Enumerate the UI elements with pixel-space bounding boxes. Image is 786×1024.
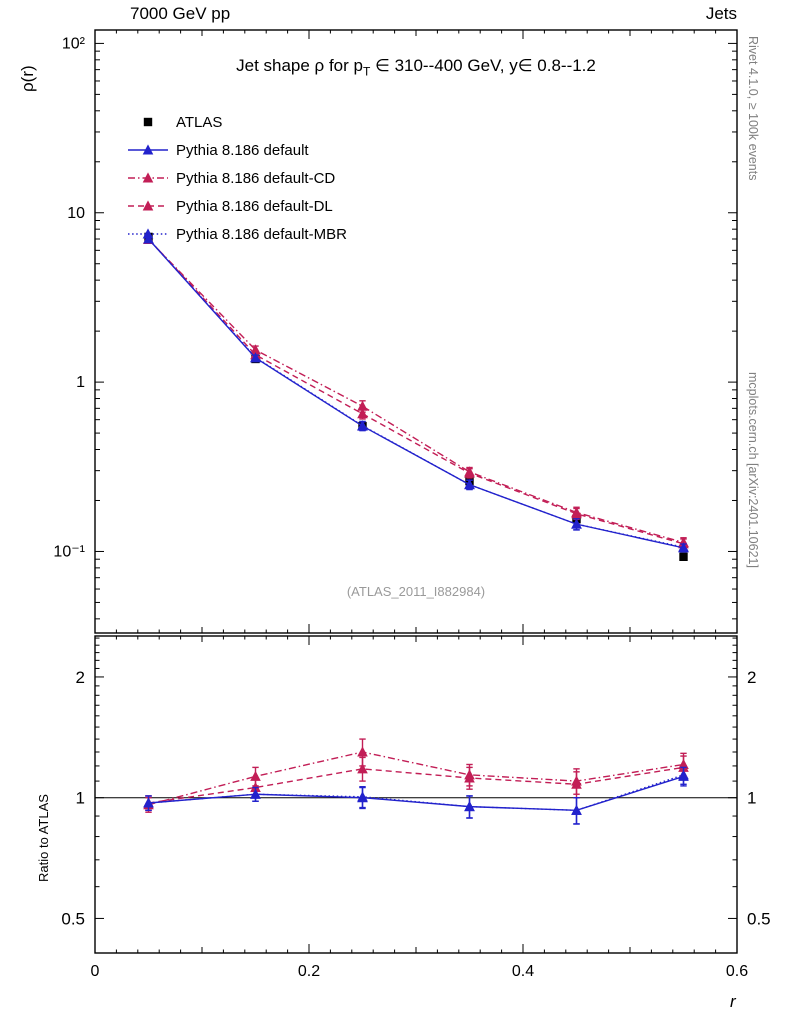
series-default-MBR-ratio (143, 765, 689, 825)
svg-text:0.6: 0.6 (726, 963, 748, 980)
svg-text:1: 1 (76, 789, 85, 808)
series-default-CD-main (143, 233, 689, 549)
legend-item-default-MBR: Pythia 8.186 default-MBR (128, 226, 347, 243)
x-axis-label: r (730, 992, 736, 1011)
legend: ATLAS Pythia 8.186 default Pythia 8.186 de… (128, 114, 347, 243)
analysis-group-label: Jets (705, 4, 737, 23)
plot-title: Jet shape ρ for pT ∈ 310--400 GeV, y∈ 0.… (95, 56, 737, 78)
plot-title-post: ∈ 310--400 GeV, y∈ 0.8--1.2 (370, 56, 596, 75)
svg-text:0.5: 0.5 (747, 909, 771, 928)
svg-text:10: 10 (67, 205, 85, 222)
series-default-ratio (143, 766, 689, 825)
svg-text:ATLAS: ATLAS (176, 114, 222, 131)
series-default-DL-main (143, 233, 689, 550)
plot-title-pre: Jet shape ρ for p (236, 56, 363, 75)
tick-labels: 0 0.2 0.4 0.6 10² 10 1 10⁻¹ 2 2 1 1 0.5 0.5 (53, 35, 770, 980)
svg-text:Pythia 8.186 default-CD: Pythia 8.186 default-CD (176, 170, 335, 187)
svg-text:0.2: 0.2 (298, 963, 320, 980)
svg-text:1: 1 (747, 789, 756, 808)
legend-item-default: Pythia 8.186 default (128, 142, 309, 159)
series-ATLAS-main (144, 232, 688, 561)
rivet-version-label: Rivet 4.1.0, ≥ 100k events (746, 36, 760, 181)
svg-text:10²: 10² (62, 35, 86, 52)
svg-text:Pythia 8.186 default: Pythia 8.186 default (176, 142, 309, 159)
svg-text:Pythia 8.186 default-DL: Pythia 8.186 default-DL (176, 198, 333, 215)
mcplots-arxiv-label: mcplots.cern.ch [arXiv:2401.10621] (746, 372, 760, 568)
svg-text:10⁻¹: 10⁻¹ (53, 543, 85, 560)
beam-energy-label: 7000 GeV pp (130, 4, 231, 23)
series-default-MBR-main (143, 233, 689, 552)
legend-item-default-CD: Pythia 8.186 default-CD (128, 170, 335, 187)
svg-text:0.4: 0.4 (512, 963, 534, 980)
axes (94, 29, 738, 954)
svg-text:2: 2 (747, 668, 756, 687)
legend-item-default-DL: Pythia 8.186 default-DL (128, 198, 333, 215)
plot-title-sub: T (362, 64, 371, 79)
y-axis-label-main: ρ(r) (18, 65, 37, 92)
legend-item-ATLAS: ATLAS (143, 114, 222, 131)
svg-text:1: 1 (76, 374, 85, 391)
svg-text:2: 2 (76, 668, 85, 687)
svg-text:Pythia 8.186 default-MBR: Pythia 8.186 default-MBR (176, 226, 347, 243)
y-axis-label-ratio: Ratio to ATLAS (36, 794, 51, 882)
series-default-main (143, 233, 689, 553)
svg-text:0: 0 (91, 963, 100, 980)
analysis-id-watermark: (ATLAS_2011_I882984) (346, 584, 486, 599)
svg-text:0.5: 0.5 (61, 909, 85, 928)
